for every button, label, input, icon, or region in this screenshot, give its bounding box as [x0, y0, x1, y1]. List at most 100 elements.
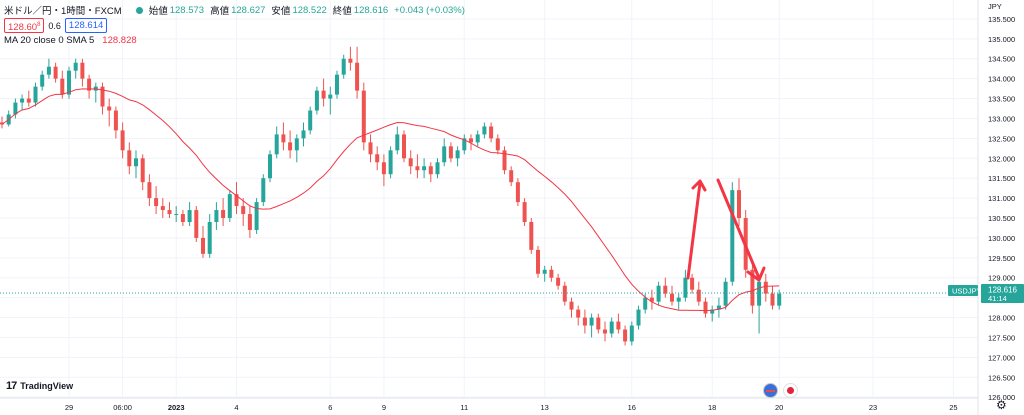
candle	[100, 82, 105, 115]
candle-body	[770, 293, 775, 306]
candle	[314, 86, 319, 115]
candle-body	[696, 289, 701, 302]
candle	[73, 58, 78, 79]
candle-body	[53, 66, 58, 79]
candle-body	[381, 162, 386, 175]
candle	[716, 297, 721, 318]
candle-body	[241, 206, 246, 215]
candle-body	[348, 58, 353, 63]
candle	[107, 98, 112, 127]
candle	[663, 277, 668, 298]
candle-body	[716, 305, 721, 310]
ma-line	[1, 88, 780, 312]
candle-body	[408, 158, 413, 167]
candle	[368, 134, 373, 163]
candle	[381, 154, 386, 187]
candle	[629, 321, 634, 346]
candle	[703, 297, 708, 318]
candle-body	[355, 62, 360, 91]
sell-button[interactable]: 128.608	[4, 18, 45, 34]
candle	[448, 142, 453, 163]
y-tick-label: 130.500	[988, 214, 1015, 223]
candle	[515, 178, 520, 207]
candle	[683, 269, 688, 302]
candle-body	[154, 198, 159, 207]
y-tick-label: 129.000	[988, 274, 1015, 283]
candle	[482, 122, 487, 139]
candle-body	[415, 166, 420, 171]
candle-body	[335, 74, 339, 95]
candle	[730, 182, 735, 286]
candle-body	[0, 122, 4, 125]
candle	[247, 206, 252, 238]
candle	[395, 126, 400, 155]
tradingview-logo-icon: 17	[6, 380, 17, 392]
market-status-icon	[135, 6, 143, 14]
candle-body	[596, 317, 601, 330]
candle-body	[710, 309, 715, 314]
candle	[596, 313, 601, 334]
candle-body	[636, 309, 641, 326]
x-tick-label: 29	[65, 403, 73, 412]
logo-text: TradingView	[20, 381, 74, 391]
y-tick-label: 127.000	[988, 353, 1015, 362]
japan-flag-icon[interactable]	[783, 383, 798, 398]
y-tick-label: 134.500	[988, 55, 1015, 64]
buy-button[interactable]: 128.614	[64, 18, 108, 33]
candle-body	[107, 106, 112, 111]
price-axis[interactable]: 135.500 135.000 134.500 134.000 133.500 133.0…	[988, 15, 1015, 402]
candle	[603, 321, 607, 342]
candle-body	[448, 146, 453, 159]
candle	[763, 273, 768, 302]
candle-body	[643, 297, 648, 310]
arrow-down-stroke	[716, 178, 761, 280]
x-tick-label: 6	[328, 403, 332, 412]
symbol-title[interactable]: 米ドル／円・1時間・FXCM	[4, 6, 122, 17]
y-tick-label: 133.500	[988, 95, 1015, 104]
candle	[187, 202, 192, 226]
gear-icon[interactable]: ⚙	[996, 398, 1007, 412]
candle-body	[629, 325, 634, 342]
arrow-up-stroke	[686, 181, 702, 280]
candle	[335, 70, 339, 99]
candle	[542, 265, 547, 282]
candle	[636, 305, 641, 330]
symbol-tag: USDJPY	[952, 287, 982, 296]
time-axis[interactable]: 29 06:00 2023 4 6 9 11 13 16 18 20 23 25	[65, 403, 958, 412]
candle	[53, 62, 58, 83]
indicator-legend[interactable]: MA 20 close 0 SMA 5 128.828	[4, 35, 137, 46]
candle-body	[13, 102, 18, 115]
candle	[408, 150, 413, 175]
candle	[455, 146, 460, 167]
candle-body	[495, 138, 500, 151]
chart-header: 米ドル／円・1時間・FXCM 始値 128.573 高値 128.627 安値 128…	[4, 2, 465, 18]
candle	[569, 297, 574, 318]
candle-body	[737, 190, 741, 219]
candle-body	[160, 206, 165, 211]
bid-price: 128.60	[8, 22, 38, 34]
candle	[113, 106, 118, 139]
ma-label: MA 20 close 0 SMA 5	[4, 35, 95, 46]
candle-body	[502, 150, 507, 171]
ma-value: 128.828	[102, 35, 137, 46]
candle-body	[80, 62, 85, 79]
candle-body	[542, 269, 547, 274]
candle-body	[388, 150, 393, 175]
candle	[221, 198, 226, 226]
us-flag-icon[interactable]	[763, 383, 778, 398]
candle-body	[489, 126, 494, 139]
candle	[690, 273, 695, 294]
candle-body	[87, 78, 92, 91]
candle	[489, 122, 494, 143]
candle	[589, 313, 594, 338]
candle	[261, 174, 266, 207]
tradingview-logo[interactable]: 17 TradingView	[6, 380, 73, 392]
y-tick-label: 129.500	[988, 254, 1015, 263]
candle	[529, 218, 534, 254]
candle	[415, 154, 420, 179]
candle	[134, 150, 138, 179]
low-label: 安値	[271, 6, 291, 17]
candle-body	[67, 70, 71, 95]
candle	[670, 285, 674, 306]
